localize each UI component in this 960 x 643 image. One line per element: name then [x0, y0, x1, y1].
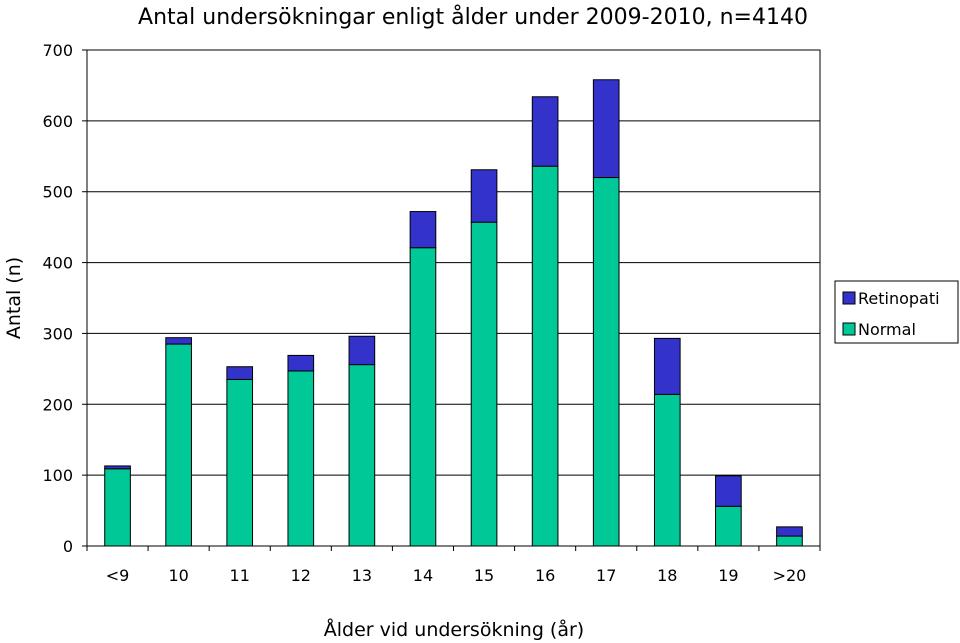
y-axis-ticks: 0 100 200 300 400 500 600 700 [42, 41, 87, 556]
bar-retinopati [165, 337, 192, 345]
x-tick-label: 15 [474, 566, 494, 585]
bar-retinopati [226, 366, 254, 380]
gridlines [87, 49, 820, 547]
bar-retinopati [776, 526, 803, 537]
x-tick-label: 13 [352, 566, 372, 585]
bar-normal [653, 393, 681, 547]
x-tick-label: 16 [535, 566, 555, 585]
bar-normal [226, 378, 254, 547]
legend-swatch-normal [842, 322, 856, 336]
bar-normal [470, 221, 498, 547]
y-axis-label: Antal (n) [3, 257, 25, 339]
bar-normal [165, 343, 192, 547]
bar-retinopati [104, 465, 131, 470]
bar-normal [715, 505, 742, 547]
y-tick-label: 200 [42, 395, 73, 414]
bar-retinopati [531, 96, 559, 167]
chart-title: Antal undersökningar enligt ålder under … [138, 4, 808, 30]
plot-area-frame [86, 49, 821, 547]
bar-retinopati [592, 79, 620, 179]
y-tick-label: 500 [42, 183, 73, 202]
x-axis-ticks: <9 10 11 12 13 14 15 16 17 18 19 >20 [86, 546, 821, 585]
y-tick-label: 600 [42, 112, 73, 131]
x-tick-label: 18 [657, 566, 677, 585]
x-tick-label: 12 [291, 566, 311, 585]
x-tick-label: >20 [773, 566, 807, 585]
y-tick-label: 100 [42, 466, 73, 485]
bar-retinopati [470, 169, 498, 223]
y-tick-label: 300 [42, 324, 73, 343]
x-tick-label: <9 [106, 566, 130, 585]
x-tick-label: 10 [168, 566, 188, 585]
x-tick-label: 17 [596, 566, 616, 585]
legend-label-retinopati: Retinopati [858, 289, 940, 308]
x-axis-label: Ålder vid undersökning (år) [324, 618, 584, 641]
legend-label-normal: Normal [858, 320, 916, 339]
bar-normal [104, 468, 131, 547]
bar-retinopati [287, 354, 315, 372]
bar-retinopati [348, 335, 376, 366]
bar-normal [531, 165, 559, 547]
x-tick-label: 11 [230, 566, 250, 585]
bar-normal [776, 535, 803, 547]
bar-normal [348, 364, 376, 547]
legend-swatch-retinopati [842, 291, 856, 305]
y-tick-label: 0 [63, 537, 73, 556]
y-tick-label: 400 [42, 254, 73, 273]
bar-normal [592, 177, 620, 547]
x-tick-label: 14 [413, 566, 433, 585]
bars [104, 79, 803, 547]
x-tick-label: 19 [718, 566, 738, 585]
bar-retinopati [653, 337, 681, 395]
y-tick-label: 700 [42, 41, 73, 60]
legend: Retinopati Normal [834, 280, 959, 344]
bar-retinopati [409, 211, 437, 249]
bar-normal [409, 247, 437, 547]
bar-normal [287, 370, 315, 547]
bar-retinopati [715, 475, 742, 507]
